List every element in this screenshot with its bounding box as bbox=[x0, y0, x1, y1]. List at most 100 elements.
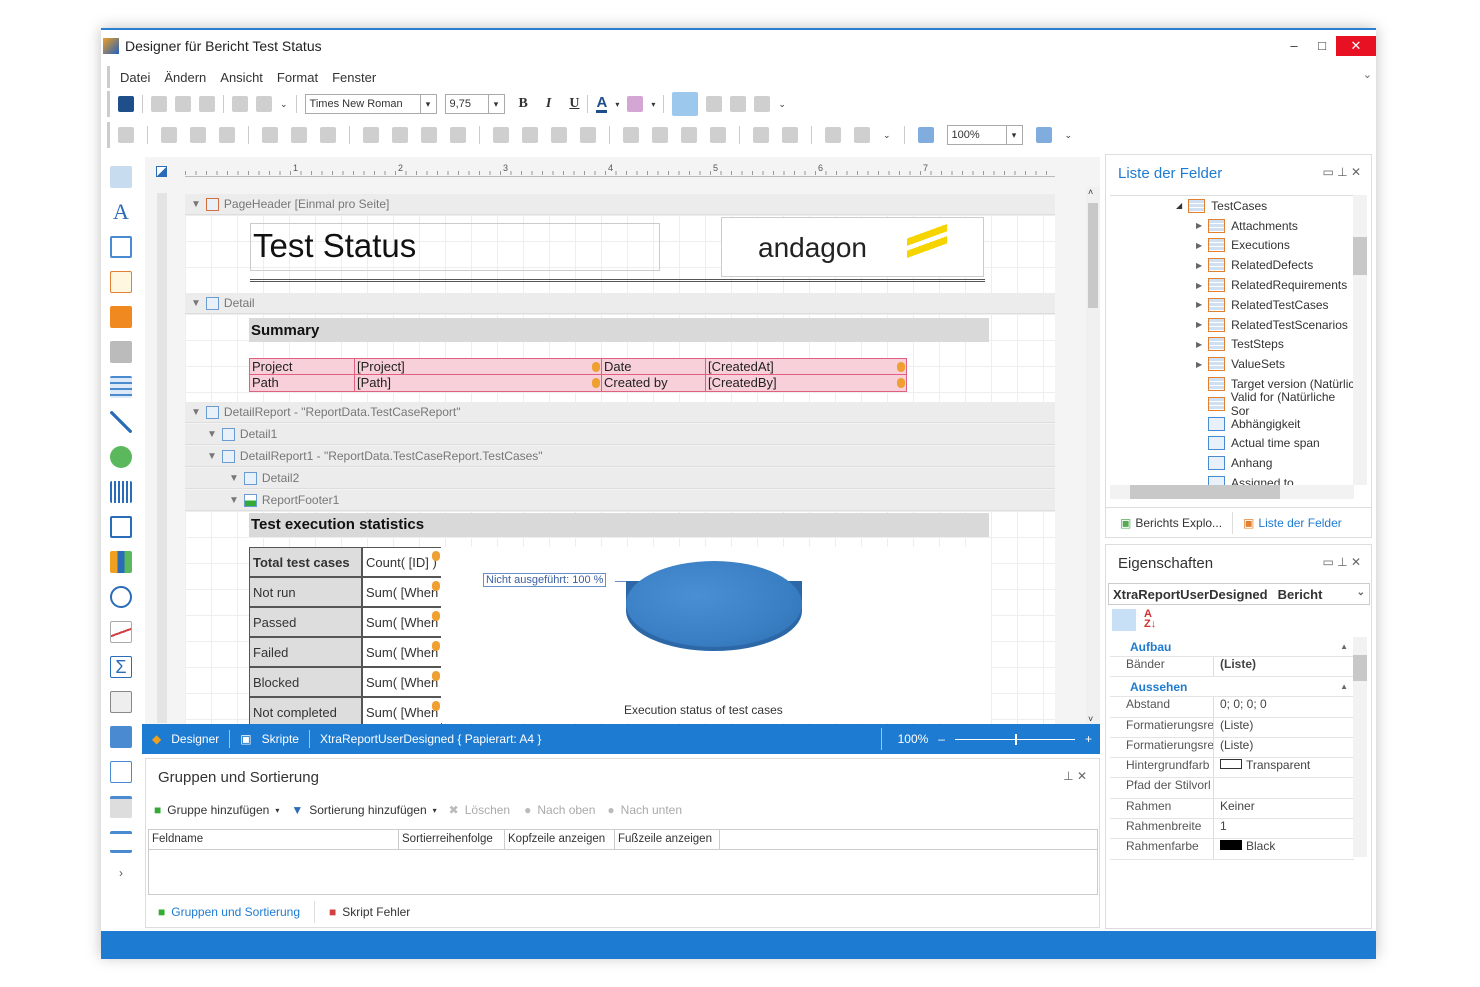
stats-row[interactable]: Not completed Sum( [When bbox=[249, 697, 442, 724]
smart-tag-icon[interactable] bbox=[432, 581, 440, 591]
expand-arrow-icon[interactable]: ▶ bbox=[1196, 359, 1203, 369]
align-left-icon[interactable] bbox=[672, 92, 699, 116]
sort-alpha-icon[interactable]: A Z↓ bbox=[1144, 608, 1157, 630]
property-row[interactable]: Abstand 0; 0; 0; 0 bbox=[1110, 697, 1354, 718]
tree-item[interactable]: Anhang bbox=[1110, 453, 1355, 473]
vspacing-decrease-icon[interactable] bbox=[681, 127, 697, 143]
property-row[interactable]: Formatierungsre (Liste) bbox=[1110, 737, 1354, 759]
sparkline-tool-icon[interactable] bbox=[110, 621, 132, 643]
align-lefts-icon[interactable] bbox=[161, 127, 177, 143]
tab-report-explorer[interactable]: Berichts Explo... bbox=[1135, 515, 1223, 530]
smart-tag-icon[interactable] bbox=[432, 671, 440, 681]
field-vscrollbar[interactable] bbox=[1353, 195, 1367, 485]
align-tops-icon[interactable] bbox=[262, 127, 278, 143]
same-width-icon[interactable] bbox=[363, 127, 379, 143]
hspacing-equal-icon[interactable] bbox=[493, 127, 509, 143]
expand-arrow-icon[interactable]: ▶ bbox=[1196, 221, 1203, 231]
zoom-out-button[interactable]: – bbox=[938, 732, 945, 746]
center-horizontally-icon[interactable] bbox=[753, 127, 769, 143]
chevron-down-icon[interactable]: ⌄ bbox=[280, 98, 288, 109]
gauge-tool-icon[interactable] bbox=[110, 586, 132, 608]
stats-table[interactable]: Total test cases Count( [ID] ) Not run Sum… bbox=[249, 547, 442, 724]
menu-aendern[interactable]: Ändern bbox=[164, 69, 207, 85]
size-to-grid-icon[interactable] bbox=[450, 127, 466, 143]
stats-row[interactable]: Total test cases Count( [ID] ) bbox=[249, 547, 442, 577]
chevron-down-icon[interactable]: ⌄ bbox=[1362, 69, 1372, 81]
property-row[interactable]: Rahmenfarbe Black bbox=[1110, 839, 1354, 860]
stats-heading[interactable]: Test execution statistics bbox=[249, 513, 989, 537]
stats-row[interactable]: Blocked Sum( [When bbox=[249, 667, 442, 697]
tab-script-errors[interactable]: Skript Fehler bbox=[342, 905, 411, 919]
checkbox-tool-icon[interactable] bbox=[110, 236, 132, 258]
underline-button[interactable]: U bbox=[569, 96, 580, 111]
bring-to-front-icon[interactable] bbox=[825, 127, 841, 143]
move-down-button[interactable]: Nach unten bbox=[620, 803, 683, 817]
tree-item[interactable]: Assigned to bbox=[1110, 473, 1355, 485]
band-detail[interactable]: ▼ Detail bbox=[185, 293, 1055, 314]
delete-button[interactable]: Löschen bbox=[464, 803, 511, 817]
tree-item[interactable]: ▶ RelatedTestScenarios bbox=[1110, 315, 1355, 335]
add-group-button[interactable]: Gruppe hinzufügen bbox=[167, 803, 270, 817]
scroll-thumb[interactable] bbox=[1353, 655, 1367, 681]
groups-grid[interactable]: Feldname Sortierreihenfolge Kopfzeile an… bbox=[148, 829, 1098, 895]
smart-tag-icon[interactable] bbox=[897, 378, 905, 388]
barcode-tool-icon[interactable] bbox=[110, 481, 132, 503]
column-header[interactable]: Fußzeile anzeigen bbox=[615, 830, 720, 849]
zoom-in-icon[interactable] bbox=[1035, 127, 1052, 143]
paste-icon[interactable] bbox=[199, 96, 215, 112]
font-color-button[interactable]: A bbox=[596, 93, 608, 113]
band-detail2[interactable]: ▼ Detail2 bbox=[185, 468, 1055, 489]
shape-tool-icon[interactable] bbox=[110, 446, 132, 468]
scroll-up-icon[interactable]: ˄ bbox=[1088, 187, 1094, 197]
pointer-tool-icon[interactable] bbox=[110, 166, 132, 188]
expand-arrow-icon[interactable]: ▶ bbox=[1196, 260, 1203, 270]
zoom-in-button[interactable]: + bbox=[1084, 732, 1092, 746]
band-report-footer1[interactable]: ▼ ReportFooter1 bbox=[185, 490, 1055, 511]
expand-arrow-icon[interactable]: ▶ bbox=[1196, 339, 1203, 349]
align-bottoms-icon[interactable] bbox=[320, 127, 336, 143]
picture-tool-icon[interactable] bbox=[110, 306, 132, 328]
vspacing-remove-icon[interactable] bbox=[710, 127, 726, 143]
summary-row[interactable]: Path [Path] Created by [CreatedBy] bbox=[249, 375, 907, 392]
property-value[interactable]: (Liste) bbox=[1220, 737, 1254, 752]
smart-tag-icon[interactable] bbox=[432, 611, 440, 621]
tree-item[interactable]: ▶ RelatedRequirements bbox=[1110, 275, 1355, 295]
scroll-down-icon[interactable]: ˅ bbox=[1088, 714, 1094, 724]
select-all-icon[interactable] bbox=[156, 166, 167, 177]
scroll-thumb[interactable] bbox=[1130, 485, 1280, 499]
collapse-icon[interactable]: ▲ bbox=[1340, 682, 1348, 692]
line-tool-icon[interactable] bbox=[110, 411, 132, 433]
tree-item[interactable]: ▶ RelatedDefects bbox=[1110, 255, 1355, 275]
tree-item-testcases[interactable]: ◢ TestCases bbox=[1176, 198, 1268, 213]
align-rights-icon[interactable] bbox=[219, 127, 235, 143]
property-value[interactable]: 0; 0; 0; 0 bbox=[1220, 697, 1267, 712]
property-row[interactable]: Pfad der Stilvorl bbox=[1110, 778, 1354, 799]
panel-window-buttons[interactable]: ▭ ⊥ ✕ bbox=[1322, 555, 1361, 569]
expand-arrow-icon[interactable]: ▶ bbox=[1196, 300, 1203, 310]
expand-arrow-icon[interactable]: ▶ bbox=[1196, 320, 1203, 330]
summary-tool-icon[interactable]: Σ bbox=[110, 656, 132, 678]
property-grid[interactable]: Aufbau ▲ Bänder (Liste) Aussehen ▲ Abstand 0; 0… bbox=[1110, 637, 1354, 860]
stats-row[interactable]: Passed Sum( [When bbox=[249, 607, 442, 637]
scroll-thumb[interactable] bbox=[1353, 237, 1367, 275]
smart-tag-icon[interactable] bbox=[432, 701, 440, 711]
stats-row[interactable]: Not run Sum( [When bbox=[249, 577, 442, 607]
smart-tag-icon[interactable] bbox=[897, 362, 905, 372]
band-page-header[interactable]: ▼ PageHeader [Einmal pro Seite] bbox=[185, 194, 1055, 215]
pie-chart[interactable]: Nicht ausgeführt: 100 % Execution status… bbox=[441, 547, 991, 723]
collapse-icon[interactable]: ▲ bbox=[1340, 642, 1348, 651]
close-button[interactable]: ✕ bbox=[1336, 36, 1376, 56]
object-selector[interactable]: XtraReportUserDesigned Bericht ⌄ bbox=[1108, 583, 1370, 605]
tab-groups[interactable]: Gruppen und Sortierung bbox=[171, 905, 301, 919]
crossband-tool-icon[interactable] bbox=[110, 831, 132, 853]
tab-field-list[interactable]: Liste der Felder bbox=[1258, 515, 1342, 530]
tree-item[interactable]: Valid for (Natürliche Sor bbox=[1110, 390, 1355, 418]
design-surface[interactable]: 1 2 3 4 5 6 7 ▼ PageHeader [Einmal pro Se… bbox=[145, 157, 1100, 724]
center-vertically-icon[interactable] bbox=[782, 127, 798, 143]
summary-table[interactable]: Project [Project] Date [CreatedAt] Path [Pat… bbox=[249, 358, 907, 392]
table-tool-icon[interactable] bbox=[110, 376, 132, 398]
minimize-button[interactable]: – bbox=[1290, 38, 1298, 53]
smart-tag-icon[interactable] bbox=[432, 551, 440, 561]
property-value[interactable]: 1 bbox=[1220, 819, 1227, 834]
band-detail1[interactable]: ▼ Detail1 bbox=[185, 424, 1055, 445]
